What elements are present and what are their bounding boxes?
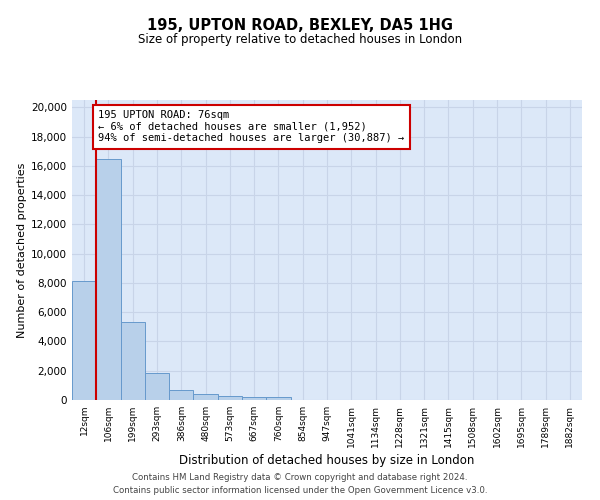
Bar — [266, 397, 290, 400]
Text: 195, UPTON ROAD, BEXLEY, DA5 1HG: 195, UPTON ROAD, BEXLEY, DA5 1HG — [147, 18, 453, 32]
Bar — [96, 158, 121, 400]
Bar — [121, 322, 145, 400]
Bar — [218, 396, 242, 400]
Bar — [145, 373, 169, 400]
Text: 195 UPTON ROAD: 76sqm
← 6% of detached houses are smaller (1,952)
94% of semi-de: 195 UPTON ROAD: 76sqm ← 6% of detached h… — [98, 110, 404, 144]
Text: Contains public sector information licensed under the Open Government Licence v3: Contains public sector information licen… — [113, 486, 487, 495]
Bar — [242, 396, 266, 400]
X-axis label: Distribution of detached houses by size in London: Distribution of detached houses by size … — [179, 454, 475, 467]
Bar — [72, 282, 96, 400]
Bar — [169, 390, 193, 400]
Text: Contains HM Land Registry data © Crown copyright and database right 2024.: Contains HM Land Registry data © Crown c… — [132, 472, 468, 482]
Y-axis label: Number of detached properties: Number of detached properties — [17, 162, 27, 338]
Bar — [193, 394, 218, 400]
Text: Size of property relative to detached houses in London: Size of property relative to detached ho… — [138, 32, 462, 46]
